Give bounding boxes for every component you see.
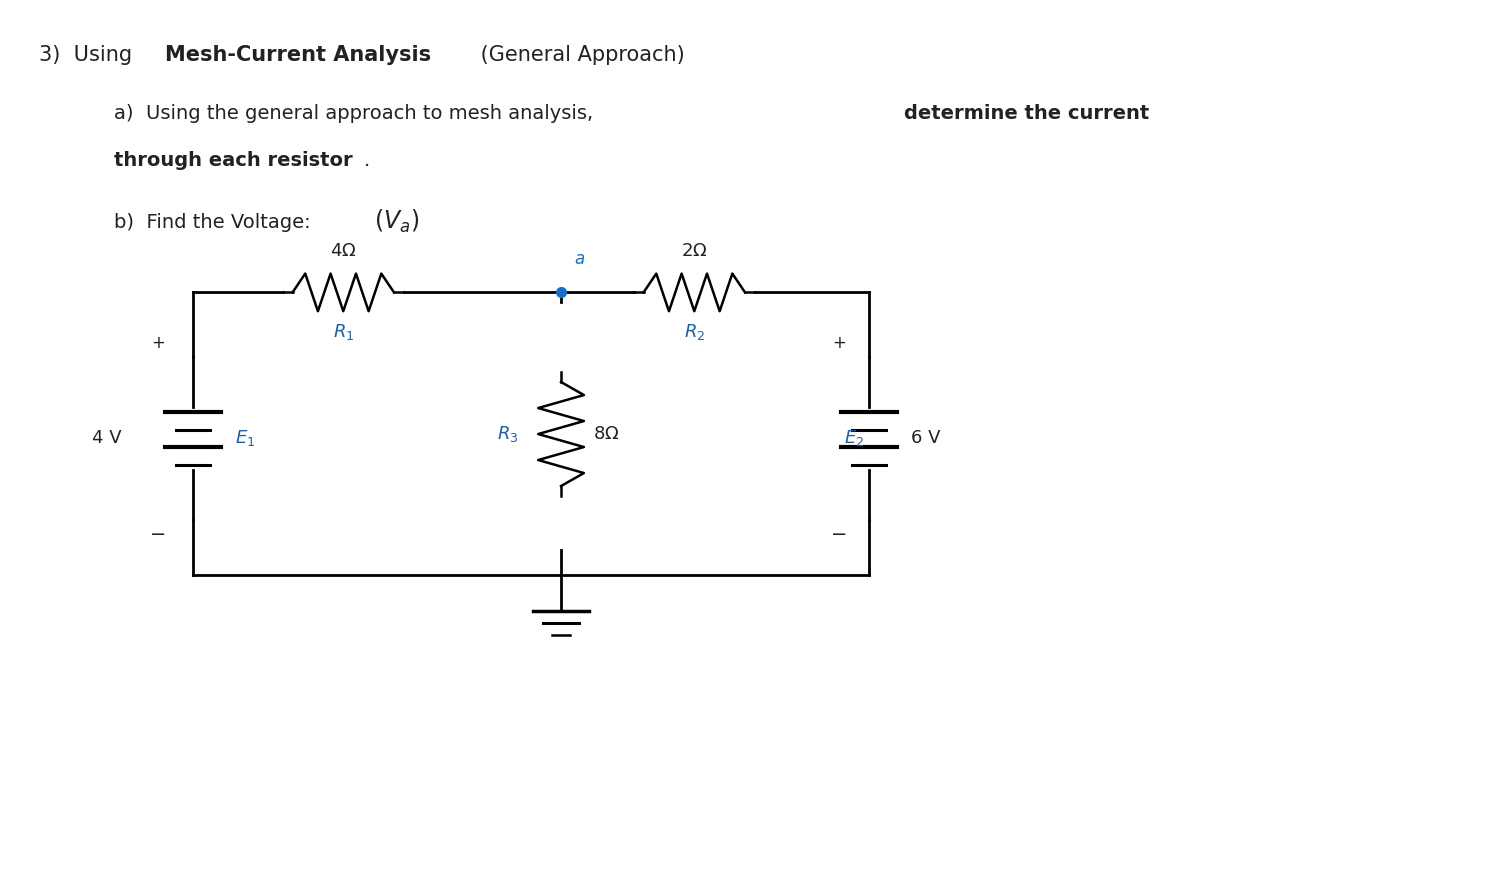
Text: 3)  Using: 3) Using <box>39 45 139 65</box>
Text: 6 V: 6 V <box>911 429 941 447</box>
Text: −: − <box>150 526 166 544</box>
Text: 4 V: 4 V <box>91 429 121 447</box>
Text: $a$: $a$ <box>574 250 586 268</box>
Text: $(V_a)$: $(V_a)$ <box>374 208 419 236</box>
Text: $8\Omega$: $8\Omega$ <box>593 425 619 443</box>
Text: a)  Using the general approach to mesh analysis,: a) Using the general approach to mesh an… <box>114 104 599 124</box>
Text: $R_3$: $R_3$ <box>497 424 518 444</box>
Text: −: − <box>831 526 848 544</box>
Text: $R_2$: $R_2$ <box>683 322 706 343</box>
Text: $E_2$: $E_2$ <box>845 428 864 448</box>
Text: .: . <box>364 151 370 170</box>
Text: (General Approach): (General Approach) <box>473 45 685 65</box>
Text: through each resistor: through each resistor <box>114 151 352 170</box>
Text: $4\Omega$: $4\Omega$ <box>330 242 357 259</box>
Text: $R_1$: $R_1$ <box>333 322 354 343</box>
Text: +: + <box>833 334 846 352</box>
Text: +: + <box>151 334 165 352</box>
Text: $2\Omega$: $2\Omega$ <box>682 242 707 259</box>
Text: $E_1$: $E_1$ <box>235 428 255 448</box>
Text: determine the current: determine the current <box>905 104 1149 124</box>
Text: b)  Find the Voltage:: b) Find the Voltage: <box>114 213 316 232</box>
Text: Mesh-Current Analysis: Mesh-Current Analysis <box>165 45 431 65</box>
